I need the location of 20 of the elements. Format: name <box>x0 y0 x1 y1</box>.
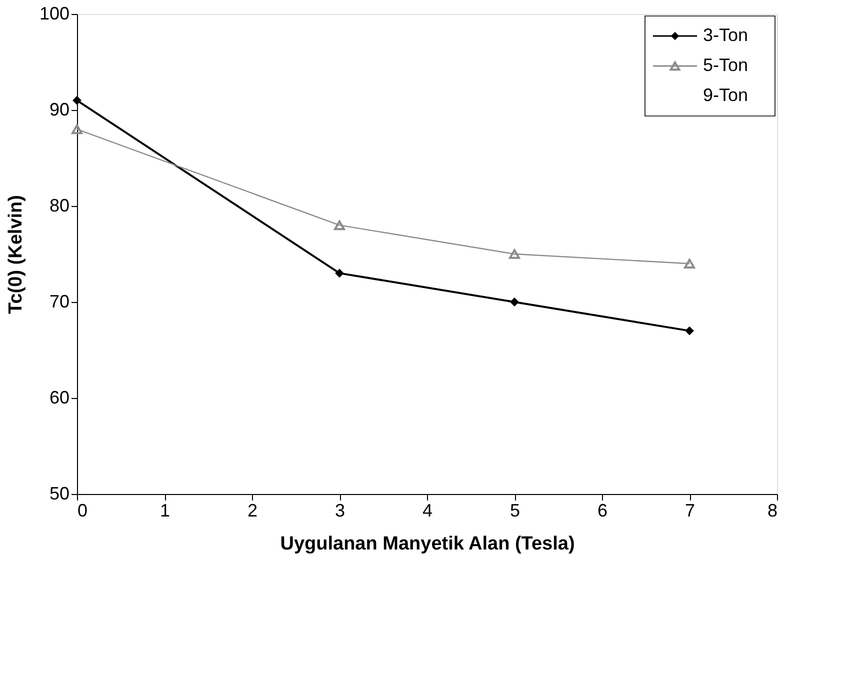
x-tick-label: 4 <box>422 500 433 520</box>
y-tick-label: 100 <box>39 4 70 24</box>
y-tick-label: 70 <box>49 292 70 312</box>
text: 9-Ton <box>703 85 748 105</box>
x-axis-title: Uygulanan Manyetik Alan (Tesla) <box>280 534 575 554</box>
x-tick-label: 1 <box>160 500 170 520</box>
y-tick-label: 60 <box>49 388 70 408</box>
x-tick-label: 2 <box>247 500 258 520</box>
x-tick-label: 6 <box>597 500 608 520</box>
x-tick-label: 7 <box>684 500 696 520</box>
y-tick-label: 90 <box>49 100 70 120</box>
x-tick-label: 0 <box>78 500 88 520</box>
y-tick-label: 80 <box>49 196 70 216</box>
legend-label: 3-Ton <box>703 25 748 45</box>
x-tick-label: 8 <box>767 500 778 520</box>
x-tick-label: 5 <box>510 500 520 520</box>
y-tick-label: 50 <box>49 484 70 504</box>
legend-label: 5-Ton <box>703 55 748 75</box>
y-axis-title: Tc(0) (Kelvin) <box>5 195 26 314</box>
x-tick-label: 3 <box>334 500 346 520</box>
